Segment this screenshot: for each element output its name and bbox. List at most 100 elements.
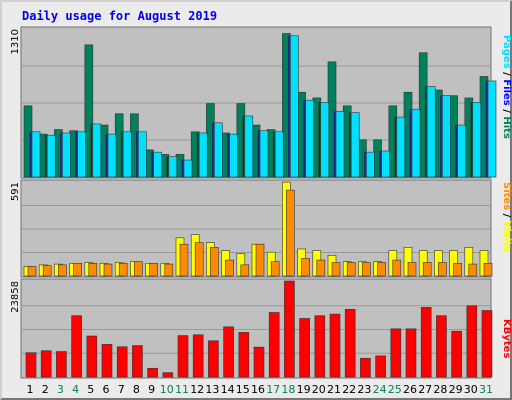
bar-files-day-3 [60, 132, 62, 178]
bar-files-day-7 [120, 131, 123, 178]
legend-entry-sites: Sites [501, 182, 512, 210]
bar-files-day-6 [105, 133, 108, 178]
bar-sites-day-3 [58, 264, 67, 277]
day-label-25: 25 [388, 383, 402, 396]
bar-files-day-1 [29, 131, 32, 178]
axis-max-label: 23858 [10, 281, 21, 313]
bar-files-day-19 [303, 99, 305, 178]
day-label-24: 24 [373, 383, 387, 396]
bar-sites-day-25 [392, 259, 402, 277]
bar-sites-day-31 [483, 262, 493, 277]
bar-kbytes-day-25 [390, 328, 402, 378]
day-label-13: 13 [205, 383, 219, 396]
bar-pages-day-7 [122, 131, 132, 178]
bar-pages-day-15 [244, 115, 254, 178]
bar-kbytes-day-27 [420, 307, 432, 378]
bar-sites-day-8 [134, 261, 143, 277]
bar-kbytes-day-12 [192, 334, 204, 378]
bar-pages-day-8 [138, 131, 147, 178]
day-label-14: 14 [221, 383, 235, 396]
bar-files-day-4 [75, 131, 77, 178]
bar-kbytes-day-26 [405, 328, 417, 378]
bar-pages-day-21 [335, 111, 345, 178]
bar-files-day-16 [257, 130, 260, 178]
bar-files-day-31 [485, 80, 488, 178]
day-label-19: 19 [297, 383, 311, 396]
bar-files-day-24 [379, 150, 381, 178]
bar-pages-day-17 [274, 131, 284, 178]
bar-kbytes-day-19 [299, 318, 310, 378]
bar-sites-day-30 [468, 263, 478, 277]
legend-entry-hits: Hits [501, 116, 512, 139]
bar-pages-day-9 [153, 151, 162, 178]
bar-pages-day-2 [46, 134, 56, 178]
day-label-31: 31 [479, 383, 493, 396]
bar-pages-day-6 [107, 133, 117, 178]
bar-pages-day-13 [214, 122, 223, 178]
axis-max-label: 1310 [10, 29, 21, 54]
bar-files-day-8 [136, 131, 138, 178]
day-label-1: 1 [27, 383, 34, 396]
legend-visits_sites: Sites / Visits [501, 182, 512, 252]
bar-pages-day-29 [457, 124, 466, 178]
bar-files-day-2 [44, 134, 47, 178]
bar-files-day-29 [455, 124, 457, 178]
bar-files-day-25 [394, 116, 397, 178]
bar-kbytes-day-2 [40, 350, 52, 378]
bar-files-day-11 [181, 159, 184, 178]
bar-sites-day-18 [286, 189, 295, 277]
day-label-17: 17 [266, 383, 280, 396]
chart-title: Daily usage for August 2019 [22, 9, 218, 23]
bar-sites-day-27 [422, 262, 432, 277]
bar-files-day-28 [440, 95, 442, 178]
bar-sites-day-21 [331, 262, 341, 277]
bar-pages-day-25 [396, 116, 406, 178]
legend-separator: / [501, 106, 512, 117]
bar-files-day-22 [348, 112, 351, 178]
day-label-11: 11 [175, 383, 189, 396]
bar-kbytes-day-31 [481, 310, 493, 378]
bar-kbytes-day-28 [436, 315, 447, 378]
bar-sites-day-2 [42, 265, 52, 277]
bar-kbytes-day-10 [162, 372, 174, 378]
bar-kbytes-day-15 [238, 332, 250, 378]
bar-files-day-18 [288, 35, 290, 178]
bar-sites-day-4 [73, 262, 82, 277]
day-label-22: 22 [342, 383, 356, 396]
bar-pages-day-23 [366, 151, 375, 178]
bar-files-day-14 [227, 133, 229, 178]
day-label-21: 21 [327, 383, 341, 396]
bar-pages-day-22 [350, 112, 360, 178]
bar-sites-day-5 [88, 262, 98, 277]
bar-pages-day-31 [487, 80, 497, 178]
day-label-12: 12 [190, 383, 204, 396]
bar-kbytes-day-1 [25, 352, 37, 378]
bar-sites-day-13 [210, 247, 219, 277]
day-label-10: 10 [160, 383, 174, 396]
day-label-9: 9 [148, 383, 155, 396]
bar-files-day-5 [90, 123, 93, 178]
day-label-5: 5 [87, 383, 94, 396]
bar-kbytes-day-21 [329, 313, 341, 378]
bar-files-day-21 [333, 111, 336, 178]
bar-kbytes-day-3 [56, 351, 67, 378]
bar-pages-day-16 [259, 130, 269, 178]
bar-kbytes-day-17 [268, 312, 280, 378]
day-label-26: 26 [403, 383, 417, 396]
axis-max-label: 591 [10, 182, 21, 201]
bar-kbytes-day-6 [101, 344, 113, 378]
bar-kbytes-day-13 [208, 340, 219, 378]
bar-files-day-13 [212, 122, 214, 178]
bar-sites-day-17 [270, 261, 280, 277]
legend-entry-pages: Pages [501, 35, 512, 69]
bar-pages-day-12 [198, 132, 208, 178]
bar-pages-day-11 [183, 159, 193, 178]
bar-kbytes-day-24 [375, 355, 386, 378]
day-label-7: 7 [118, 383, 125, 396]
day-label-3: 3 [57, 383, 64, 396]
day-label-18: 18 [281, 383, 295, 396]
bar-sites-day-19 [301, 258, 310, 277]
bar-sites-day-7 [118, 262, 128, 277]
bar-kbytes-day-11 [177, 335, 189, 378]
